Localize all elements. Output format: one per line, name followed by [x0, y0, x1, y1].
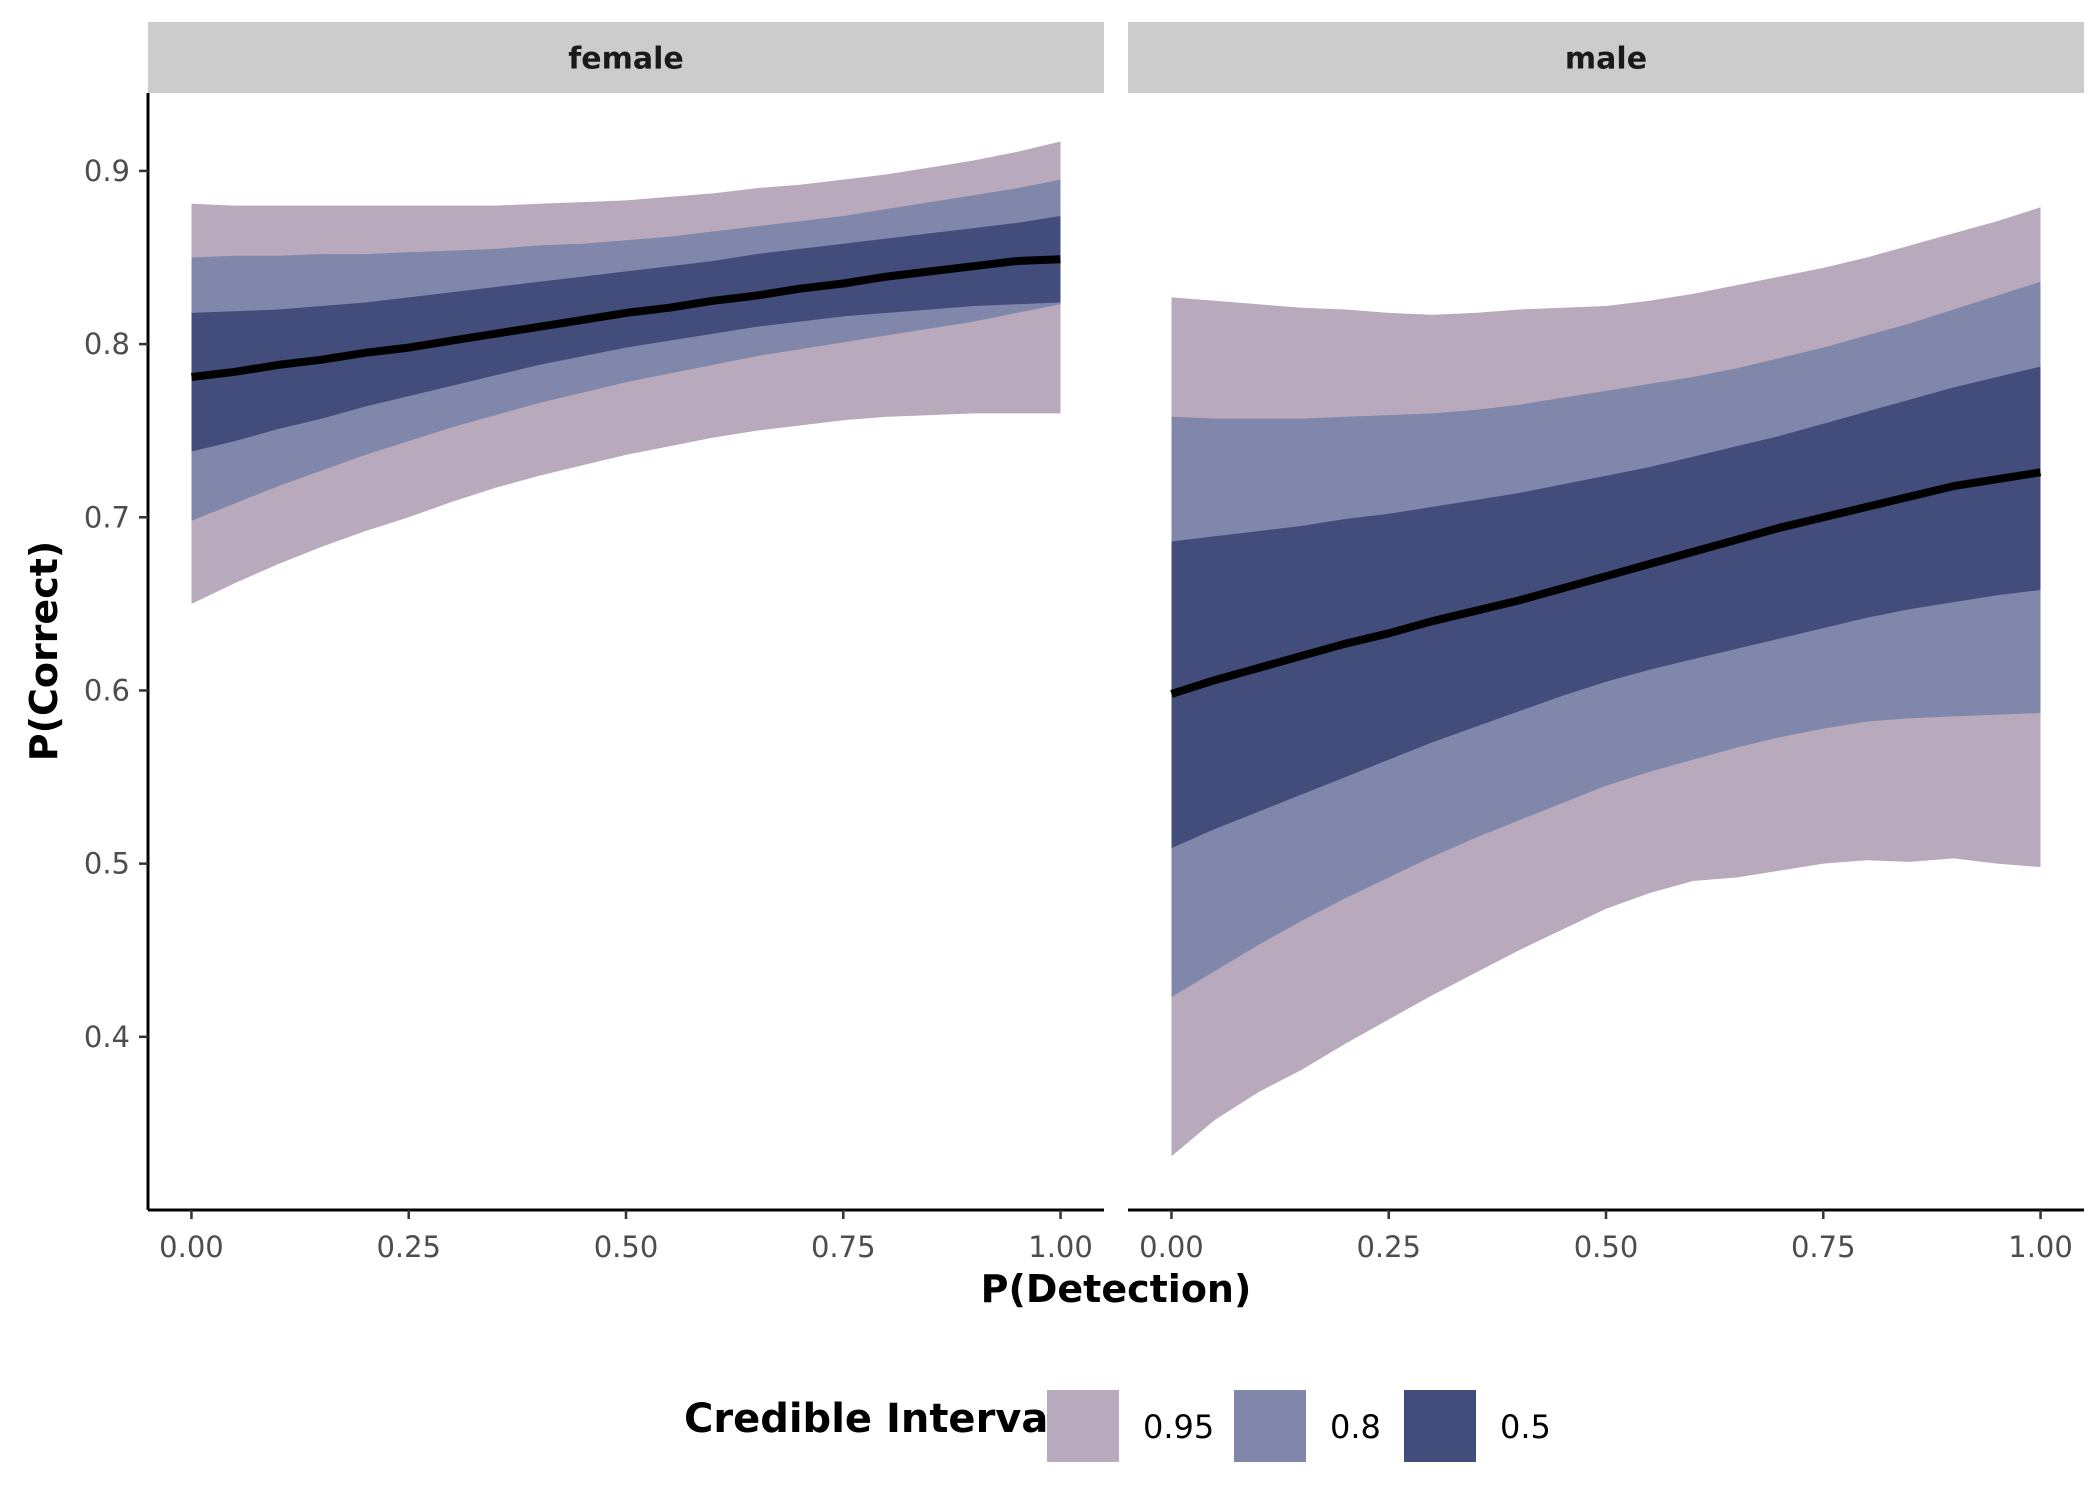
- x-tick-label: 0.75: [1791, 1230, 1856, 1264]
- x-tick-label: 0.25: [376, 1230, 441, 1264]
- y-tick-label: 0.7: [84, 500, 130, 534]
- x-tick-label: 0.25: [1356, 1230, 1421, 1264]
- legend-key-095: [1047, 1390, 1119, 1462]
- x-tick-label: 1.00: [2008, 1230, 2073, 1264]
- legend-label: 0.95: [1143, 1408, 1214, 1446]
- legend-label: 0.8: [1330, 1408, 1381, 1446]
- y-tick-label: 0.6: [84, 673, 130, 707]
- x-tick-label: 1.00: [1028, 1230, 1093, 1264]
- y-tick-label: 0.8: [84, 327, 130, 361]
- median-line-male: [1170, 468, 2042, 698]
- legend-label: 0.5: [1500, 1408, 1551, 1446]
- x-tick-label: 0.00: [159, 1230, 224, 1264]
- x-tick-label: 0.50: [1574, 1230, 1639, 1264]
- y-tick-label: 0.5: [84, 847, 130, 881]
- facet-strip-female: [148, 22, 1104, 93]
- x-tick-label: 0.00: [1139, 1230, 1204, 1264]
- legend-key-05: [1404, 1390, 1476, 1462]
- median-line-female: [191, 255, 1061, 381]
- facet-strip-label: female: [568, 42, 684, 77]
- legend-title: Credible Interval: [684, 1396, 1062, 1442]
- facet-strip-label: male: [1565, 42, 1647, 77]
- legend-key-08: [1234, 1390, 1306, 1462]
- credible-band-05-female: [191, 216, 1061, 452]
- x-tick-label: 0.75: [811, 1230, 876, 1264]
- credible-band-05-male: [1171, 366, 2041, 849]
- y-tick-label: 0.9: [84, 154, 130, 188]
- y-axis-title: P(Correct): [22, 541, 66, 762]
- x-axis-title: P(Detection): [981, 1267, 1252, 1311]
- x-tick-label: 0.50: [594, 1230, 659, 1264]
- facet-strip-male: [1128, 22, 2084, 93]
- y-tick-label: 0.4: [84, 1020, 130, 1054]
